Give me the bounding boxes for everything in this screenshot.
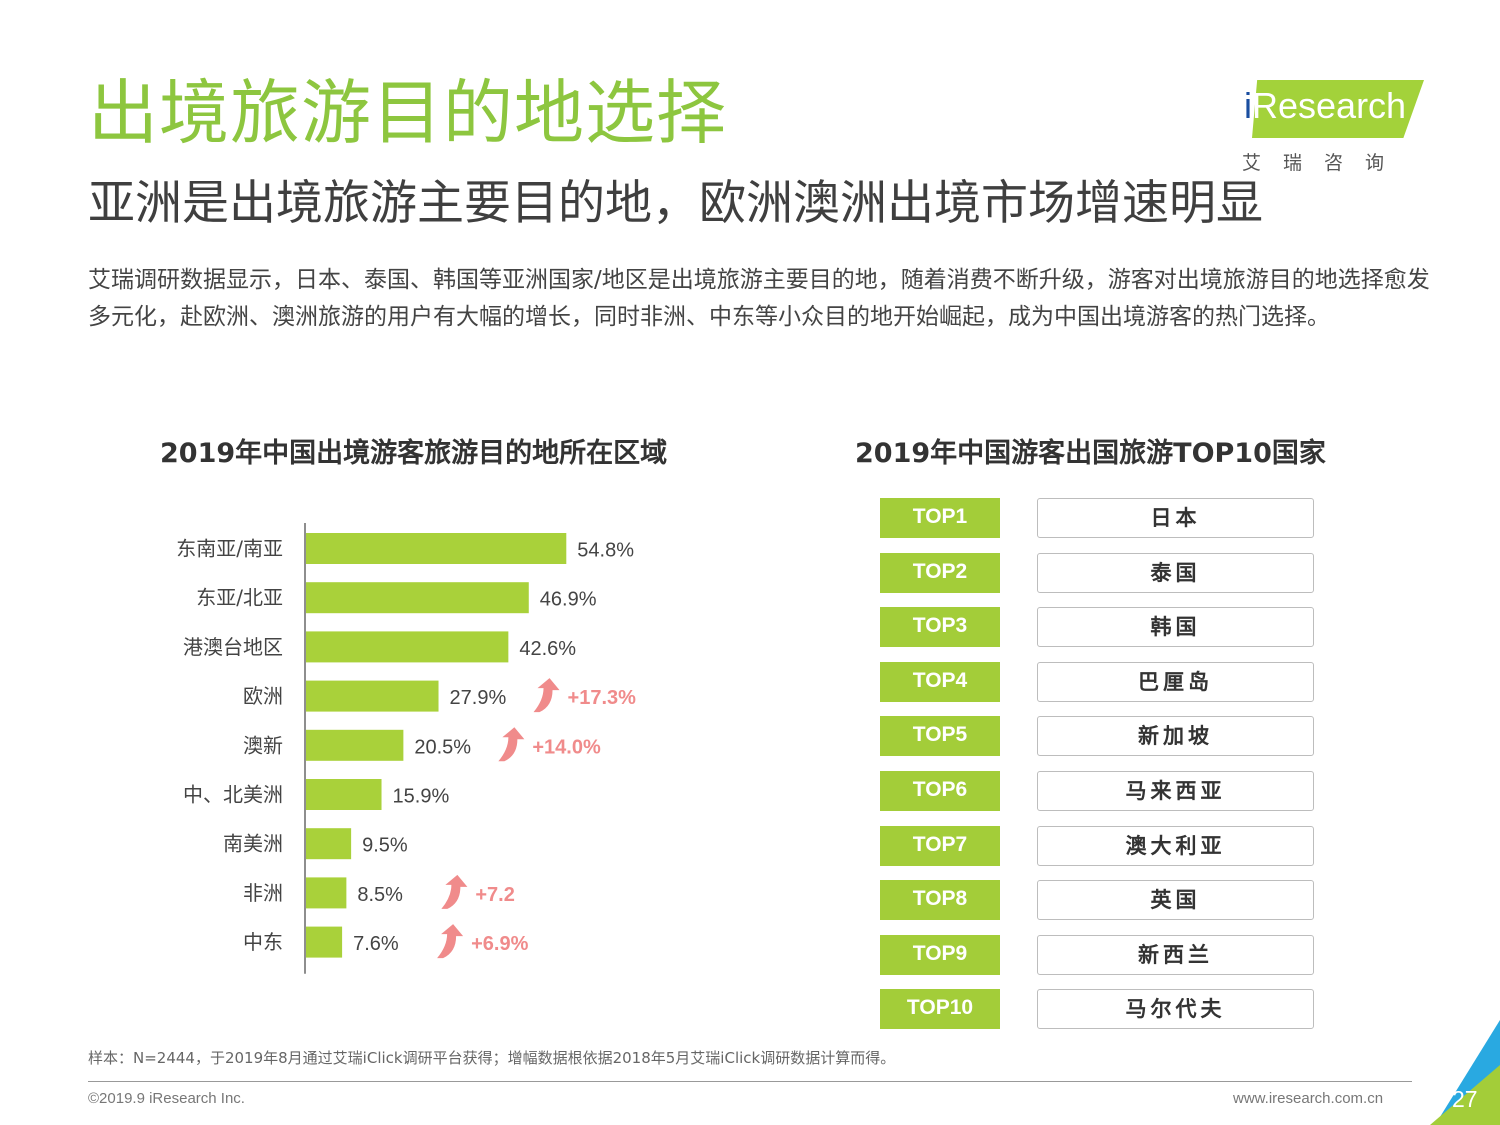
bar: [306, 926, 343, 958]
logo-brand-i: i: [1244, 85, 1252, 126]
country-name: 日本: [1037, 498, 1314, 538]
logo-brand-rest: Research: [1252, 85, 1407, 126]
bar: [306, 533, 567, 564]
country-name: 英国: [1037, 880, 1314, 920]
logo-tag-shape: [1252, 80, 1424, 138]
footer-divider: [88, 1081, 1412, 1082]
growth-label: +6.9%: [471, 933, 528, 955]
bar: [306, 680, 439, 712]
bar: [306, 877, 347, 909]
bar: [306, 828, 352, 860]
value-label: 42.6%: [519, 638, 576, 660]
rank-badge: TOP5: [880, 716, 1000, 756]
page-title: 出境旅游目的地选择: [88, 72, 727, 154]
value-label: 54.8%: [577, 540, 634, 562]
value-label: 15.9%: [393, 786, 450, 808]
rank-badge: TOP3: [880, 607, 1000, 647]
value-label: 27.9%: [450, 687, 507, 709]
rank-badge: TOP4: [880, 662, 1000, 702]
category-label: 港澳台地区: [183, 635, 283, 659]
category-label: 东亚/北亚: [196, 586, 283, 610]
rank-badge: TOP9: [880, 935, 1000, 975]
rank-badge: TOP1: [880, 498, 1000, 538]
top10-title: 2019年中国游客出国旅游TOP10国家: [855, 438, 1326, 469]
copyright-text: ©2019.9 iResearch Inc.: [88, 1090, 245, 1107]
bar: [306, 631, 509, 663]
rank-badge: TOP7: [880, 826, 1000, 866]
country-name: 新西兰: [1037, 935, 1314, 975]
logo-brand: iResearch: [1244, 88, 1406, 124]
page-number: 27: [1452, 1086, 1478, 1112]
category-label: 欧洲: [243, 684, 283, 708]
growth-label: +7.2: [475, 884, 514, 906]
country-name: 巴厘岛: [1037, 662, 1314, 702]
category-label: 东南亚/南亚: [176, 537, 283, 561]
logo-cn-name: 艾瑞咨询: [1242, 152, 1407, 174]
iresearch-logo: iResearch 艾瑞咨询: [1238, 76, 1430, 174]
bar: [306, 729, 404, 761]
growth-label: +14.0%: [532, 736, 601, 758]
growth-label: +17.3%: [568, 687, 637, 709]
page-subtitle: 亚洲是出境旅游主要目的地，欧洲澳洲出境市场增速明显: [88, 176, 1263, 231]
corner-decoration: [1430, 1020, 1500, 1125]
category-label: 澳新: [243, 733, 283, 757]
value-label: 46.9%: [540, 589, 597, 611]
country-name: 新加坡: [1037, 716, 1314, 756]
sample-footnote: 样本：N=2444，于2019年8月通过艾瑞iClick调研平台获得；增幅数据根…: [88, 1049, 896, 1067]
growth-arrow-icon: [437, 924, 464, 959]
value-label: 7.6%: [353, 933, 399, 955]
rank-badge: TOP10: [880, 989, 1000, 1029]
growth-arrow-icon: [498, 727, 525, 762]
region-bar-chart: 东南亚/南亚 54.8% 东亚/北亚 46.9% 港澳台地区 42.6% 欧洲 27.9% +1…: [176, 523, 637, 974]
country-name: 澳大利亚: [1037, 826, 1314, 866]
region-chart-title: 2019年中国出境游客旅游目的地所在区域: [160, 438, 668, 469]
growth-arrow-icon: [533, 678, 560, 713]
category-label: 中东: [243, 930, 283, 954]
website-url: www.iresearch.com.cn: [1233, 1090, 1384, 1107]
category-label: 南美洲: [223, 832, 283, 856]
value-label: 9.5%: [362, 835, 408, 857]
rank-badge: TOP6: [880, 771, 1000, 811]
growth-arrow-icon: [441, 874, 468, 909]
country-name: 马尔代夫: [1037, 989, 1314, 1029]
bar: [306, 582, 529, 614]
rank-badge: TOP2: [880, 553, 1000, 593]
category-label: 中、北美洲: [183, 783, 283, 807]
corner-blue-shape: [1435, 1020, 1500, 1125]
intro-paragraph: 艾瑞调研数据显示，日本、泰国、韩国等亚洲国家/地区是出境旅游主要目的地，随着消费…: [88, 267, 1430, 330]
value-label: 8.5%: [357, 884, 403, 906]
country-name: 韩国: [1037, 607, 1314, 647]
corner-green-shape: [1430, 1065, 1500, 1125]
country-name: 马来西亚: [1037, 771, 1314, 811]
country-name: 泰国: [1037, 553, 1314, 593]
bar: [306, 779, 382, 810]
value-label: 20.5%: [414, 736, 471, 758]
category-label: 非洲: [243, 881, 283, 905]
rank-badge: TOP8: [880, 880, 1000, 920]
